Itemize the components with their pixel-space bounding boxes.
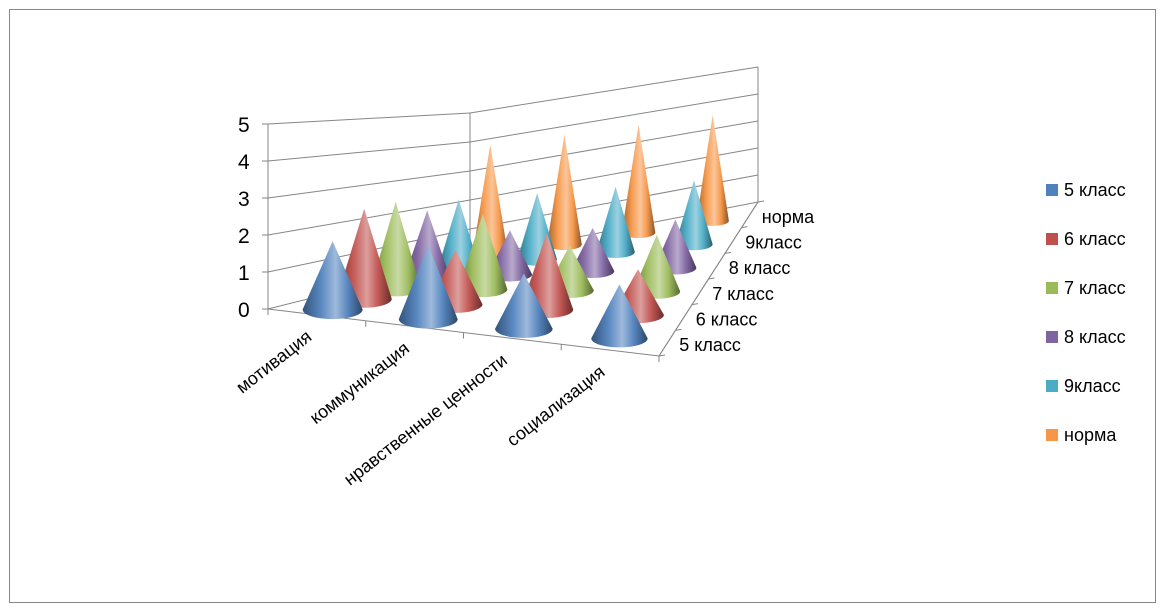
legend-swatch (1046, 380, 1058, 392)
depth-tick (658, 354, 666, 357)
depth-tick (724, 251, 732, 254)
legend-swatch (1046, 429, 1058, 441)
category-label: коммуникация (306, 338, 413, 428)
gridline-side (267, 199, 471, 236)
cone (398, 245, 458, 329)
legend-label: 5 класс (1064, 180, 1126, 200)
legend-label: 6 класс (1064, 229, 1126, 249)
depth-label: 7 класс (712, 284, 774, 304)
legend-label: 9класс (1064, 376, 1121, 396)
legend-swatch (1046, 184, 1058, 196)
depth-label: 6 класс (696, 310, 758, 330)
depth-label: норма (762, 207, 815, 227)
depth-tick (708, 277, 715, 280)
category-label: социализация (503, 362, 609, 451)
y-tick-label: 1 (238, 262, 250, 285)
category-label: мотивация (232, 326, 315, 397)
legend-label: 8 класс (1064, 327, 1126, 347)
gridline-side (267, 141, 471, 162)
depth-label: 9класс (745, 233, 802, 253)
y-tick-label: 5 (238, 114, 250, 137)
cone (591, 284, 648, 348)
gridline-side (267, 170, 471, 199)
depth-tick (691, 303, 699, 306)
cone (302, 241, 363, 320)
cone (675, 180, 713, 251)
depth-label: 8 класс (729, 258, 791, 278)
cone (696, 114, 729, 226)
gridline-side (267, 112, 471, 125)
cone (404, 210, 450, 285)
depth-tick (675, 328, 682, 331)
y-tick-label: 4 (238, 151, 250, 174)
legend-swatch (1046, 282, 1058, 294)
cone (621, 124, 656, 238)
depth-label: 5 класс (679, 335, 741, 355)
cone (546, 134, 582, 251)
legend: 5 класс 6 класс 7 класс 8 класс 9класс норма (1046, 180, 1126, 445)
cone (571, 227, 615, 278)
gridline-back (469, 66, 759, 114)
legend-label: 7 класс (1064, 278, 1126, 298)
y-tick-label: 2 (238, 225, 250, 248)
legend-swatch (1046, 331, 1058, 343)
legend-swatch (1046, 233, 1058, 245)
legend-label: норма (1064, 425, 1117, 445)
y-tick-label: 3 (238, 188, 250, 211)
depth-tick (741, 226, 748, 229)
chart-marks (302, 114, 729, 348)
gridline-back (469, 120, 759, 172)
cone (495, 273, 553, 338)
cone (438, 199, 480, 274)
depth-tick (757, 200, 765, 203)
gridline-back (469, 93, 759, 143)
cone (458, 214, 508, 298)
y-tick-label: 0 (238, 299, 250, 322)
chart-frame (9, 9, 1156, 603)
cone (596, 186, 635, 258)
